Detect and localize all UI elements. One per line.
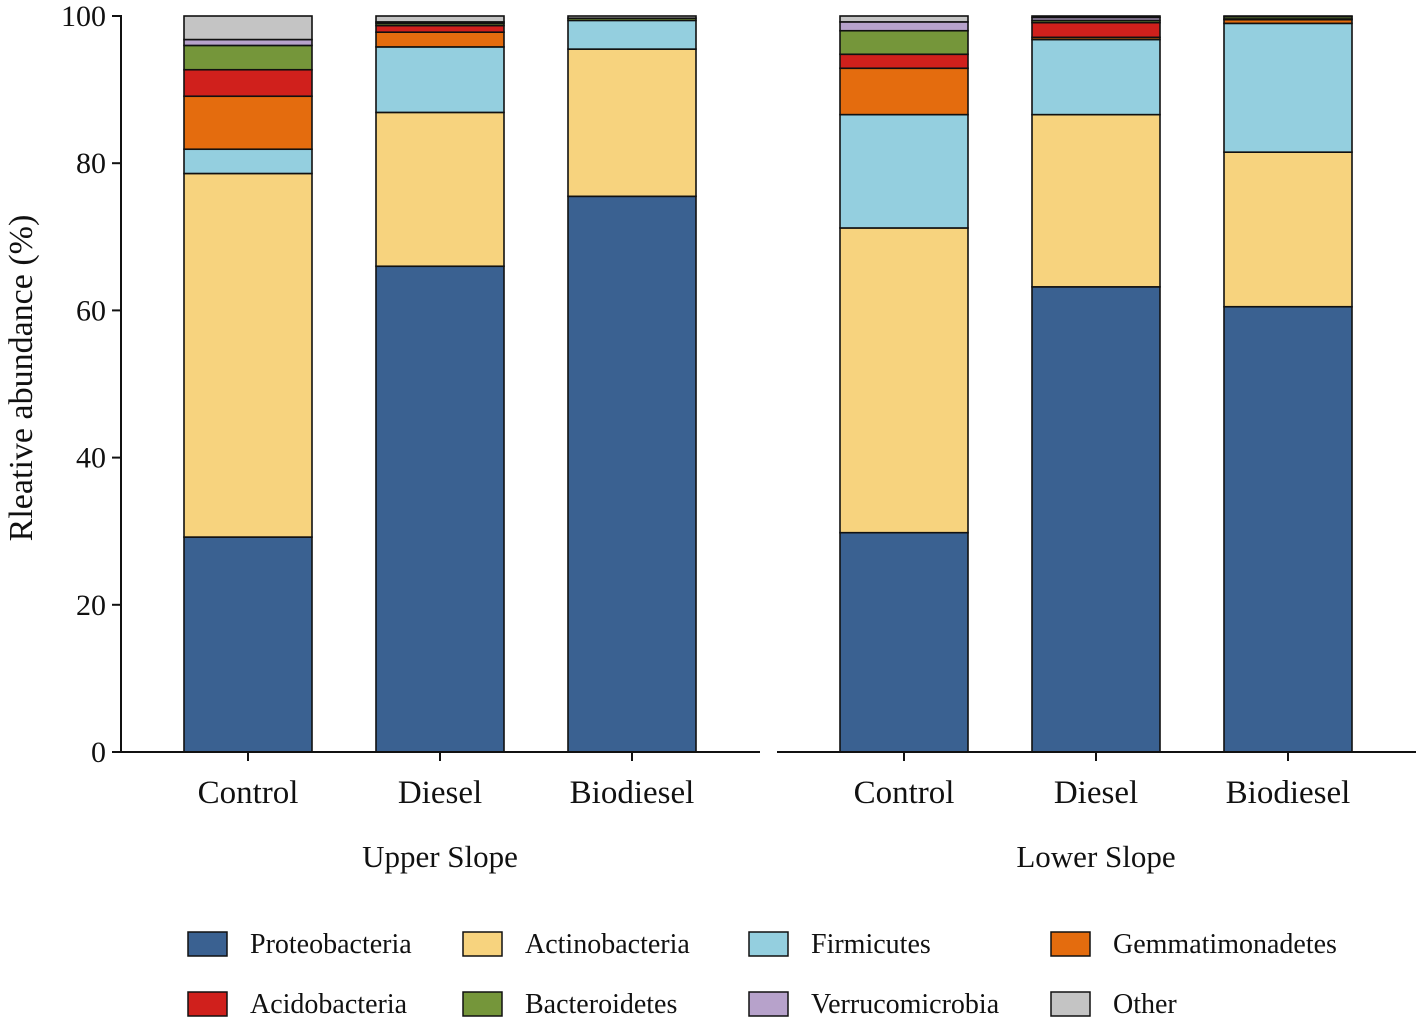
bar-segment-upper-slope-diesel-acidobacteria (375, 24, 505, 33)
legend-swatch-bacteroidetes (462, 991, 503, 1017)
bar-segment-lower-slope-control-firmicutes (839, 113, 969, 229)
bar-segment-lower-slope-control-other (839, 15, 969, 23)
bar-segment-upper-slope-control-bacteroidetes (183, 44, 313, 71)
legend-swatch-firmicutes (748, 931, 789, 957)
category-label-lower-slope-diesel: Diesel (1054, 775, 1138, 811)
y-axis-title: Rleative abundance (%) (3, 215, 40, 542)
bar-segment-lower-slope-diesel-acidobacteria (1031, 21, 1161, 39)
bar-segment-lower-slope-biodiesel-firmicutes (1223, 22, 1353, 153)
bar-segment-upper-slope-control-proteobacteria (183, 536, 313, 753)
bar-segment-upper-slope-control-gemmatimonadetes (183, 95, 313, 151)
category-label-lower-slope-control: Control (854, 775, 955, 811)
bar-segment-upper-slope-control-other (183, 15, 313, 41)
legend-label-proteobacteria: Proteobacteria (250, 929, 412, 960)
y-tick-label-40: 40 (76, 442, 106, 475)
legend-label-acidobacteria: Acidobacteria (250, 989, 408, 1020)
y-tick-label-60: 60 (76, 294, 106, 327)
bar-segment-upper-slope-biodiesel-firmicutes (567, 19, 697, 50)
group-label-upper-slope: Upper Slope (362, 839, 518, 874)
bar-segment-lower-slope-biodiesel-proteobacteria (1223, 305, 1353, 753)
legend-swatch-actinobacteria (462, 931, 503, 957)
bar-segment-upper-slope-biodiesel-other (567, 15, 697, 20)
bar-segment-upper-slope-control-verrucomicrobia (183, 38, 313, 47)
labels-layer: 0 20 40 60 80 100 Control Diesel Biodiesel Upper … (61, 0, 1350, 874)
legend-swatch-gemmatimonadetes (1050, 931, 1091, 957)
legend-swatch-verrucomicrobia (748, 991, 789, 1017)
bar-segment-lower-slope-diesel-proteobacteria (1031, 286, 1161, 753)
bar-segment-lower-slope-control-actinobacteria (839, 227, 969, 534)
bar-segment-upper-slope-control-firmicutes (183, 148, 313, 175)
bar-segment-lower-slope-control-gemmatimonadetes (839, 67, 969, 116)
bar-segment-lower-slope-biodiesel-other (1223, 15, 1353, 18)
bar-segment-lower-slope-control-proteobacteria (839, 531, 969, 753)
axes-layer (112, 15, 1416, 761)
bar-segment-upper-slope-diesel-gemmatimonadetes (375, 31, 505, 48)
group-label-lower-slope: Lower Slope (1016, 839, 1175, 874)
y-tick-label-100: 100 (61, 0, 106, 33)
legend-swatch-acidobacteria (187, 991, 228, 1017)
bar-segment-upper-slope-biodiesel-actinobacteria (567, 48, 697, 198)
category-label-lower-slope-biodiesel: Biodiesel (1226, 775, 1351, 811)
category-label-upper-slope-biodiesel: Biodiesel (570, 775, 695, 811)
y-tick-label-20: 20 (76, 589, 106, 622)
legend-label-verrucomicrobia: Verrucomicrobia (811, 989, 1000, 1020)
bars-layer (183, 15, 1353, 753)
bar-segment-upper-slope-control-acidobacteria (183, 68, 313, 98)
bar-segment-upper-slope-biodiesel-proteobacteria (567, 195, 697, 753)
bar-segment-lower-slope-diesel-other (1031, 15, 1161, 19)
legend: Proteobacteria Actinobacteria Firmicutes Ge… (187, 929, 1337, 1020)
bar-segment-upper-slope-diesel-proteobacteria (375, 265, 505, 753)
bar-segment-lower-slope-control-acidobacteria (839, 53, 969, 70)
bar-segment-upper-slope-diesel-other (375, 15, 505, 23)
bar-segment-lower-slope-diesel-actinobacteria (1031, 113, 1161, 288)
legend-label-other: Other (1113, 989, 1177, 1020)
bar-segment-lower-slope-control-bacteroidetes (839, 29, 969, 56)
legend-swatch-other (1050, 991, 1091, 1017)
legend-swatch-proteobacteria (187, 931, 228, 957)
legend-label-gemmatimonadetes: Gemmatimonadetes (1113, 929, 1337, 960)
legend-label-firmicutes: Firmicutes (811, 929, 931, 960)
y-tick-label-80: 80 (76, 147, 106, 180)
category-label-upper-slope-diesel: Diesel (398, 775, 482, 811)
category-label-upper-slope-control: Control (198, 775, 299, 811)
bar-segment-lower-slope-control-verrucomicrobia (839, 21, 969, 32)
legend-label-actinobacteria: Actinobacteria (525, 929, 690, 960)
bar-segment-upper-slope-diesel-firmicutes (375, 46, 505, 114)
bar-segment-upper-slope-control-actinobacteria (183, 172, 313, 538)
bar-segment-upper-slope-diesel-actinobacteria (375, 111, 505, 268)
bar-segment-lower-slope-biodiesel-actinobacteria (1223, 151, 1353, 308)
y-tick-label-0: 0 (91, 736, 106, 769)
legend-label-bacteroidetes: Bacteroidetes (525, 989, 677, 1020)
bar-segment-lower-slope-diesel-firmicutes (1031, 38, 1161, 116)
